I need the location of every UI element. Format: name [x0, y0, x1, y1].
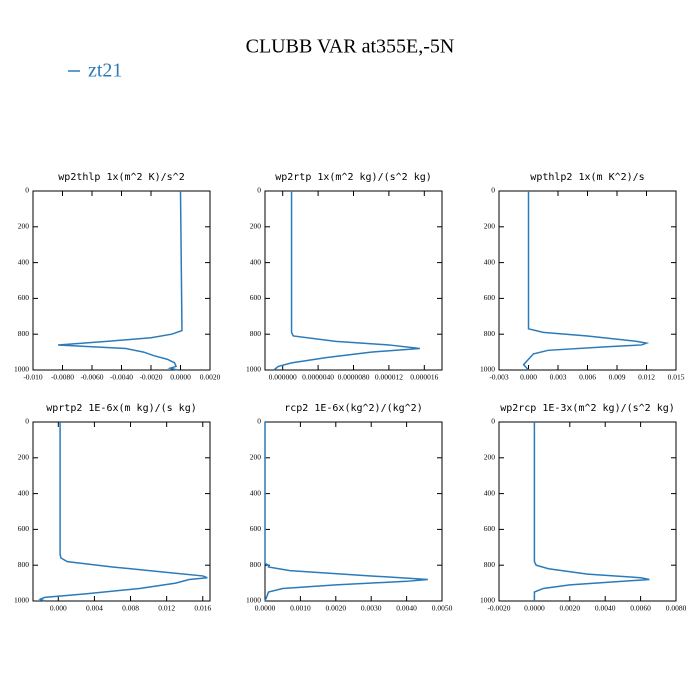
x-tick-label: 0.0000 — [255, 604, 276, 613]
y-tick-label: 1000 — [14, 596, 29, 605]
y-tick-label: 800 — [250, 560, 262, 569]
x-tick-label: -0.0020 — [487, 604, 510, 613]
x-tick-label: 0.008 — [122, 604, 139, 613]
x-tick-label: -0.010 — [23, 373, 43, 382]
panel-title: rcp2 1E-6x(kg^2)/(kg^2) — [284, 403, 422, 414]
panel-title: wp2rtp 1x(m^2 kg)/(s^2 kg) — [275, 172, 432, 183]
y-tick-label: 200 — [250, 222, 262, 231]
y-tick-label: 0 — [257, 417, 261, 426]
page-title: CLUBB VAR at355E,-5N — [246, 36, 455, 58]
x-tick-label: 0.009 — [609, 373, 626, 382]
plot-frame — [498, 421, 677, 602]
x-tick-label: 0.000016 — [410, 373, 438, 382]
y-tick-label: 600 — [484, 524, 496, 533]
y-tick-label: 1000 — [480, 365, 495, 374]
y-tick-label: 200 — [484, 222, 496, 231]
y-tick-label: 800 — [484, 560, 496, 569]
y-tick-label: 600 — [484, 293, 496, 302]
y-tick-label: 600 — [250, 524, 262, 533]
x-tick-label: 0.0010 — [290, 604, 311, 613]
x-tick-label: 0.012 — [158, 604, 175, 613]
y-tick-label: 600 — [18, 524, 30, 533]
x-tick-label: 0.0020 — [200, 373, 221, 382]
y-tick-label: 800 — [250, 329, 262, 338]
y-tick-label: 600 — [18, 293, 30, 302]
x-tick-label: 0.0080 — [666, 604, 687, 613]
x-tick-label: 0.0020 — [559, 604, 580, 613]
x-tick-label: -0.0080 — [51, 373, 74, 382]
x-tick-label: 0.000012 — [375, 373, 403, 382]
x-tick-label: 0.0030 — [361, 604, 382, 613]
x-tick-label: 0.006 — [579, 373, 596, 382]
x-tick-label: 0.0000 — [170, 373, 191, 382]
y-tick-label: 200 — [18, 222, 30, 231]
y-tick-label: 0 — [491, 417, 495, 426]
x-tick-label: -0.0060 — [80, 373, 103, 382]
y-tick-label: 0 — [25, 186, 29, 195]
x-tick-label: 0.016 — [194, 604, 211, 613]
y-tick-label: 1000 — [246, 596, 261, 605]
x-tick-label: 0.0000040 — [302, 373, 334, 382]
x-tick-label: 0.003 — [550, 373, 567, 382]
y-tick-label: 400 — [250, 488, 262, 497]
x-tick-label: 0.015 — [668, 373, 685, 382]
legend-label: zt21 — [88, 60, 122, 82]
x-tick-label: 0.0000 — [524, 604, 545, 613]
x-tick-label: 0.0000080 — [338, 373, 370, 382]
x-tick-label: -0.003 — [489, 373, 509, 382]
x-tick-label: 0.0040 — [396, 604, 417, 613]
data-line — [522, 191, 650, 371]
y-tick-label: 800 — [484, 329, 496, 338]
x-tick-label: -0.0020 — [139, 373, 162, 382]
x-tick-label: 0.000 — [50, 604, 67, 613]
y-tick-label: 600 — [250, 293, 262, 302]
y-tick-label: 0 — [25, 417, 29, 426]
x-tick-label: 0.0040 — [595, 604, 616, 613]
y-tick-label: 1000 — [14, 365, 29, 374]
y-tick-label: 200 — [484, 453, 496, 462]
x-tick-label: 0.004 — [86, 604, 103, 613]
data-line — [533, 422, 650, 601]
panel-title: wpthlp2 1x(m K^2)/s — [530, 172, 644, 183]
x-tick-label: -0.0040 — [110, 373, 133, 382]
x-tick-label: 0.000000 — [269, 373, 297, 382]
y-tick-label: 400 — [18, 257, 30, 266]
y-tick-label: 800 — [18, 560, 30, 569]
x-tick-label: 0.0050 — [432, 604, 453, 613]
x-tick-label: 0.0020 — [325, 604, 346, 613]
panel-title: wp2rcp 1E-3x(m^2 kg)/(s^2 kg) — [500, 403, 675, 414]
y-tick-label: 200 — [250, 453, 262, 462]
data-line — [264, 422, 428, 602]
y-tick-label: 400 — [484, 488, 496, 497]
y-tick-label: 400 — [250, 257, 262, 266]
y-tick-label: 800 — [18, 329, 30, 338]
data-line — [58, 190, 183, 371]
y-tick-label: 400 — [18, 488, 30, 497]
plot-frame — [32, 421, 211, 602]
x-tick-label: 0.000 — [520, 373, 537, 382]
y-tick-label: 0 — [491, 186, 495, 195]
x-tick-label: 0.012 — [638, 373, 655, 382]
panel-title: wp2thlp 1x(m^2 K)/s^2 — [58, 172, 184, 183]
data-line — [38, 422, 208, 602]
y-tick-label: 1000 — [480, 596, 495, 605]
y-tick-label: 1000 — [246, 365, 261, 374]
panel-title: wprtp2 1E-6x(m kg)/(s kg) — [46, 403, 197, 414]
y-tick-label: 400 — [484, 257, 496, 266]
x-tick-label: 0.0060 — [630, 604, 651, 613]
y-tick-label: 0 — [257, 186, 261, 195]
y-tick-label: 200 — [18, 453, 30, 462]
data-line — [273, 191, 420, 371]
